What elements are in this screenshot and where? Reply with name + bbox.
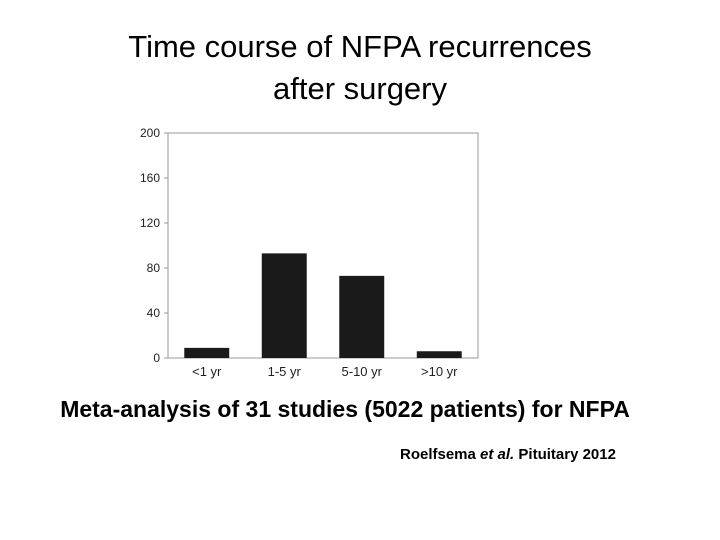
y-tick-label-0: 0 [153, 351, 160, 365]
citation-author: Roelfsema [400, 446, 476, 463]
y-tick-label-80: 80 [147, 261, 161, 275]
slide-subtitle: Meta-analysis of 31 studies (5022 patien… [60, 396, 630, 422]
bar-1 [261, 253, 307, 358]
y-tick-label-160: 160 [140, 171, 160, 185]
citation: Roelfsema et al. Pituitary 2012 [400, 446, 616, 463]
y-tick-label-40: 40 [147, 306, 161, 320]
slide-title: Time course of NFPA recurrences after su… [0, 26, 720, 110]
y-tick-label-120: 120 [140, 216, 160, 230]
x-tick-label-0: <1 yr [192, 364, 222, 379]
x-tick-label-1: 1-5 yr [268, 364, 302, 379]
citation-journal: Pituitary 2012 [518, 446, 616, 463]
plot-frame [167, 132, 479, 359]
citation-etal: et al. [480, 446, 515, 463]
bar-3 [416, 351, 462, 358]
bar-0 [184, 347, 230, 358]
title-line-1: Time course of NFPA recurrences [128, 29, 592, 64]
x-tick-label-2: 5-10 yr [342, 364, 383, 379]
bar-2 [339, 275, 385, 358]
title-line-2: after surgery [272, 71, 447, 106]
y-tick-label-200: 200 [140, 126, 160, 140]
bar-chart: 0 40 80 120 160 200 <1 yr 1-5 yr 5-10 yr >10 yr [140, 126, 479, 379]
x-tick-label-3: >10 yr [421, 364, 458, 379]
